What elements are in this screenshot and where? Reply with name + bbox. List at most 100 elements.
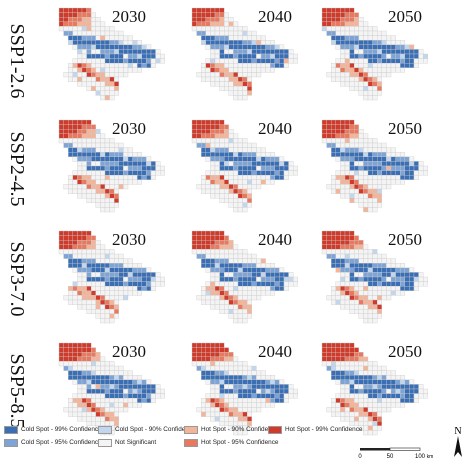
grid-cell-hot90 — [114, 86, 119, 91]
grid-cell-ns — [377, 258, 382, 264]
grid-cell-cold90 — [395, 388, 401, 394]
legend-label: Hot Spot - 95% Confidence — [201, 439, 279, 446]
grid-cell-ns — [109, 253, 115, 259]
grid-cell-cold95 — [274, 379, 280, 385]
grid-cell-ns — [344, 161, 350, 167]
grid-cell-ns — [395, 263, 401, 268]
grid-cell-ns — [95, 63, 101, 68]
grid-cell-ns — [118, 63, 124, 68]
grid-cell-ns — [233, 281, 239, 287]
grid-cell-cold99 — [100, 379, 106, 385]
grid-cell-ns — [340, 170, 346, 176]
grid-cell-ns — [86, 198, 92, 203]
grid-cell-ns — [354, 253, 359, 259]
grid-cell-cold99 — [256, 272, 262, 278]
grid-cell-cold99 — [395, 49, 401, 55]
grid-cell-ns — [386, 290, 392, 296]
grid-cell-ns — [68, 184, 73, 190]
grid-cell-ns — [72, 290, 78, 296]
grid-cell-ns — [224, 12, 229, 18]
grid-cell-ns — [358, 170, 364, 176]
grid-cell-ns — [395, 398, 401, 403]
grid-cell-cold99 — [270, 49, 275, 55]
grid-cell-ns — [137, 40, 142, 45]
grid-cell-ns — [68, 188, 73, 194]
grid-cell-cold99 — [340, 370, 346, 376]
grid-cell-hot99 — [63, 17, 69, 22]
grid-cell-ns — [155, 281, 161, 287]
grid-cell-hot99 — [214, 124, 220, 130]
grid-cell-hot95 — [210, 17, 216, 22]
grid-cell-cold99 — [335, 263, 341, 268]
grid-cell-ns — [418, 49, 424, 55]
grid-cell-cold95 — [395, 53, 401, 59]
grid-cell-ns — [104, 361, 110, 367]
grid-cell-cold90 — [118, 147, 124, 153]
grid-cell-hot99 — [335, 244, 341, 250]
grid-cell-cold99 — [146, 165, 152, 171]
grid-cell-ns — [367, 361, 373, 367]
grid-cell-ns — [95, 202, 101, 208]
grid-cell-ns — [381, 72, 387, 78]
grid-cell-cold99 — [335, 35, 341, 41]
grid-cell-cold99 — [104, 58, 110, 64]
grid-cell-ns — [381, 370, 387, 376]
grid-cell-cold95 — [367, 49, 373, 55]
grid-cell-cold99 — [349, 40, 355, 45]
grid-cell-ns — [114, 258, 119, 264]
legend-label: Not Significant — [115, 439, 157, 446]
grid-cell-ns — [367, 67, 373, 73]
grid-cell-hot90 — [367, 304, 373, 310]
grid-cell-cold95 — [400, 165, 405, 171]
grid-cell-cold95 — [63, 253, 69, 259]
grid-cell-cold99 — [137, 175, 142, 180]
legend-item-hot90: Hot Spot - 90% Confidence — [184, 424, 278, 435]
grid-cell-ns — [205, 365, 211, 371]
grid-cell-ns — [72, 299, 78, 305]
grid-cell-ns — [210, 299, 216, 305]
grid-cell-hot99 — [349, 7, 355, 13]
grid-cell-ns — [100, 398, 106, 403]
grid-cell-cold95 — [400, 156, 405, 162]
grid-cell-cold99 — [260, 44, 266, 50]
grid-cell-ns — [104, 249, 110, 255]
grid-cell-hot95 — [214, 398, 220, 403]
hotspot-grid-map — [191, 119, 298, 213]
grid-cell-hot90 — [228, 188, 234, 194]
grid-cell-cold99 — [81, 375, 87, 380]
grid-cell-cold95 — [219, 147, 225, 153]
grid-cell-hot90 — [86, 21, 92, 27]
grid-cell-cold99 — [127, 393, 133, 399]
grid-cell-cold99 — [104, 393, 110, 399]
grid-cell-cold95 — [132, 44, 138, 50]
grid-cell-ns — [247, 188, 252, 194]
grid-cell-ns — [331, 175, 336, 180]
grid-cell-cold99 — [242, 393, 248, 399]
grid-cell-ns — [100, 86, 106, 91]
grid-cell-ns — [381, 147, 387, 153]
grid-cell-hot99 — [210, 230, 216, 236]
grid-cell-cold99 — [279, 286, 285, 291]
grid-cell-ns — [386, 184, 392, 190]
grid-cell-ns — [123, 67, 129, 73]
grid-cell-ns — [233, 318, 239, 324]
grid-cell-cold95 — [340, 156, 346, 162]
grid-cell-hot90 — [363, 295, 369, 301]
grid-cell-ns — [63, 72, 69, 78]
grid-cell-cold95 — [214, 44, 220, 50]
grid-cell-ns — [224, 86, 229, 91]
grid-cell-ns — [386, 63, 392, 68]
grid-cell-cold99 — [237, 58, 243, 64]
grid-cell-hot99 — [321, 244, 327, 250]
grid-cell-ns — [114, 290, 119, 296]
grid-cell-hot90 — [86, 407, 92, 413]
grid-cell-ns — [367, 35, 373, 41]
grid-cell-ns — [321, 361, 327, 367]
grid-cell-ns — [95, 253, 101, 259]
grid-cell-ns — [367, 402, 373, 408]
grid-cell-hot99 — [72, 347, 78, 353]
grid-cell-ns — [381, 253, 387, 259]
grid-cell-ns — [123, 290, 129, 296]
grid-cell-ns — [386, 67, 392, 73]
